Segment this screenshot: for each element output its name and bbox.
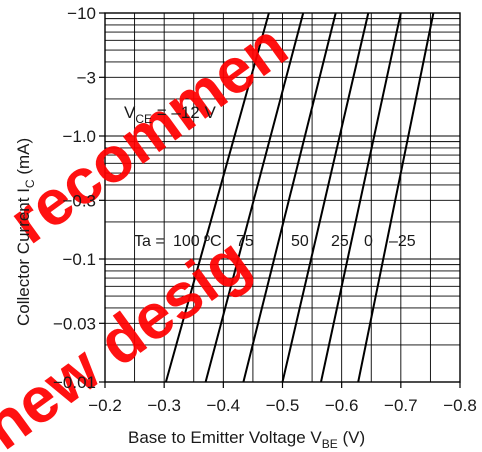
- x-tick-label: −0.5: [266, 396, 300, 415]
- curve-labels: Ta = 100 ºC 75 50 25 0 –25: [134, 233, 416, 250]
- curve-label: 25: [331, 233, 349, 250]
- curve-line: [204, 12, 305, 383]
- plot-curves: [164, 12, 435, 383]
- vce-condition-label: VCE = –12 V: [124, 103, 216, 126]
- curve-label: 75: [236, 233, 254, 250]
- watermark-text-1: recommen: [0, 9, 300, 258]
- x-tick-label: −0.8: [443, 396, 477, 415]
- curve-label: 100 ºC: [173, 233, 222, 250]
- curve-line: [320, 12, 402, 383]
- tick-labels: −0.2 −0.3 −0.4 −0.5 −0.6 −0.7 −0.8 −0.01 −0.03 −0…: [53, 4, 477, 415]
- curve-line: [281, 12, 370, 383]
- x-tick-label: −0.4: [207, 396, 241, 415]
- x-tick-label: −0.6: [325, 396, 359, 415]
- curve-line: [164, 12, 270, 383]
- plot-grid: [104, 12, 461, 383]
- curve-label: –25: [389, 233, 416, 250]
- x-tick-label: −0.2: [88, 396, 122, 415]
- y-tick-label: −3: [77, 68, 96, 87]
- y-tick-label: −1.0: [62, 127, 96, 146]
- x-tick-label: −0.3: [147, 396, 181, 415]
- y-axis-label: Collector Current IC (mA): [14, 138, 37, 326]
- curve-label: 0: [364, 233, 373, 250]
- curve-label: 50: [291, 233, 309, 250]
- x-tick-label: −0.7: [384, 396, 418, 415]
- x-axis-label: Base to Emitter Voltage VBE (V): [128, 428, 365, 451]
- y-tick-label: −0.1: [62, 250, 96, 269]
- y-tick-label: −0.3: [62, 191, 96, 210]
- curve-line: [242, 12, 337, 383]
- y-tick-label: −0.03: [53, 314, 96, 333]
- y-tick-label: −10: [67, 4, 96, 23]
- curve-line: [357, 12, 435, 383]
- curve-label-prefix: Ta =: [134, 233, 165, 250]
- y-tick-label: −0.01: [53, 373, 96, 392]
